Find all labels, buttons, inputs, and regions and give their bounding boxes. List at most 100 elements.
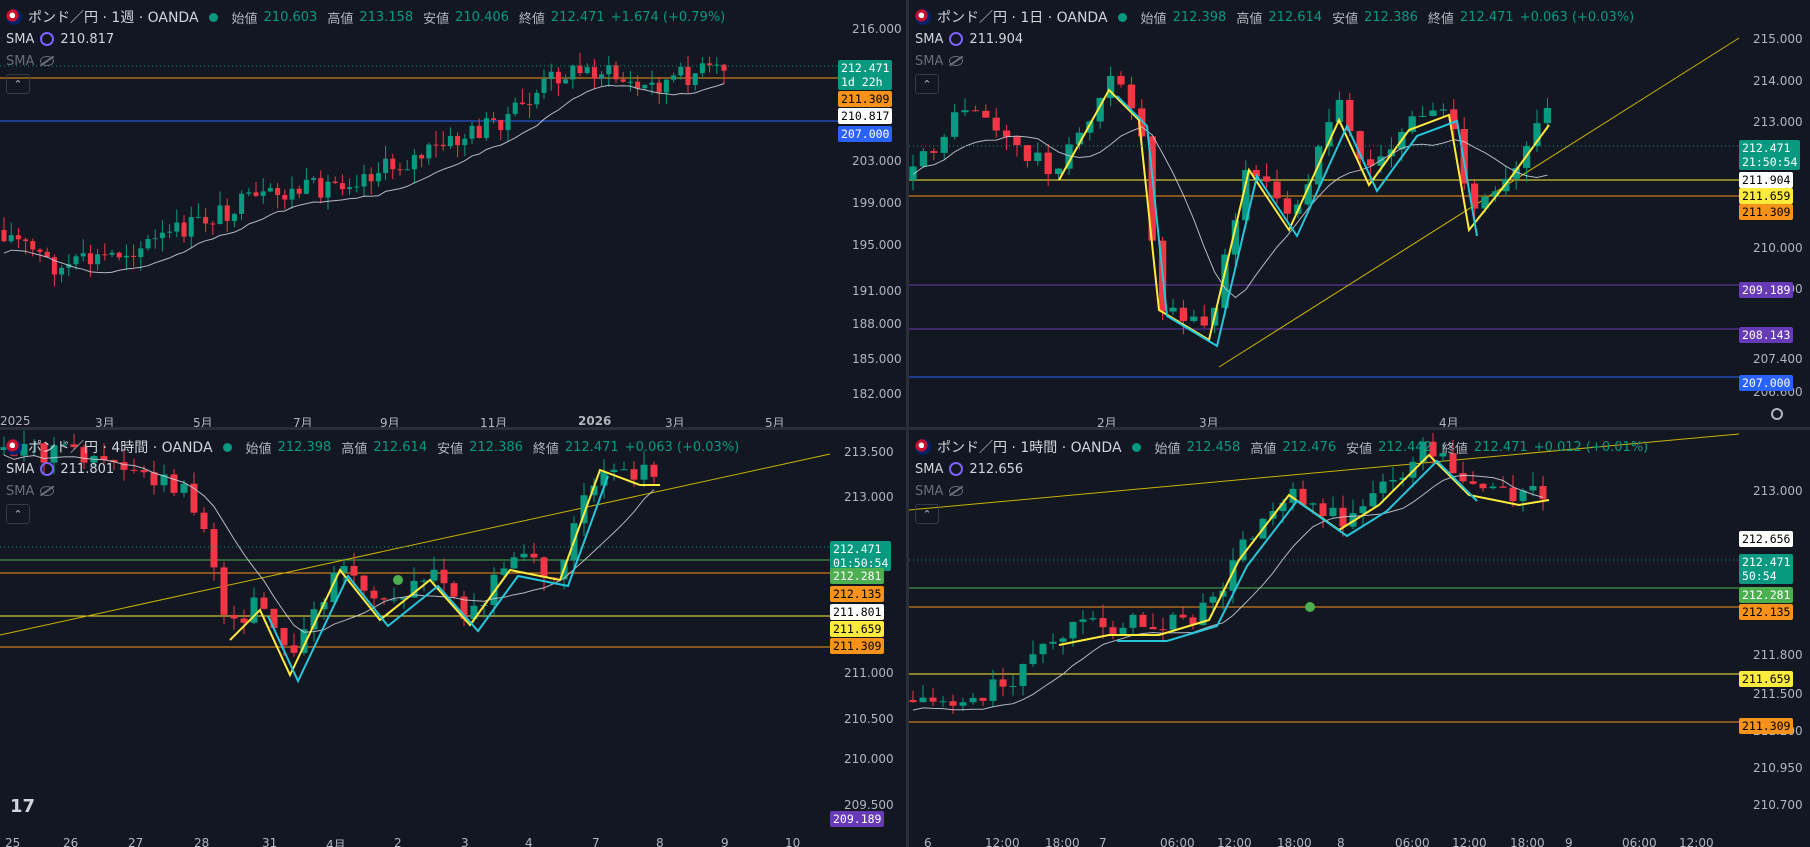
sma-settings-icon[interactable] — [949, 32, 964, 46]
candle — [332, 176, 338, 185]
candle — [1408, 110, 1416, 134]
chart-pane-weekly[interactable]: ポンド／円 · 1週 · OANDA 始値 210.603 高値 213.158 安値 21… — [0, 0, 906, 427]
candle — [73, 253, 79, 270]
x-axis-tick-label: 3月 — [95, 416, 115, 427]
ohlc-label: 安値 — [437, 441, 464, 457]
hidden-eye-icon[interactable] — [40, 486, 55, 496]
ohlc-value: 212.398 — [277, 439, 332, 455]
symbol-title[interactable]: ポンド／円 · 1日 · OANDA — [937, 10, 1108, 26]
ohlc-value: 212.442 — [1378, 439, 1432, 455]
candle — [570, 64, 576, 89]
alert-marker-icon[interactable] — [393, 575, 403, 585]
collapse-legend-button[interactable]: ⌃ — [6, 504, 30, 524]
candle — [270, 608, 278, 630]
sma-indicator-row-hidden[interactable]: SMA — [915, 50, 1634, 72]
price-axis-tag: 212.471 50:54 — [1739, 554, 1794, 584]
chart-canvas[interactable] — [0, 430, 906, 847]
chart-canvas[interactable] — [909, 0, 1810, 427]
price-axis-tag: 210.817 — [838, 108, 893, 124]
candle — [505, 106, 511, 143]
candle — [1369, 480, 1377, 510]
candle — [1470, 180, 1479, 221]
sma-settings-icon[interactable] — [40, 32, 55, 46]
symbol-title[interactable]: ポンド／円 · 1時間 · OANDA — [937, 440, 1122, 456]
candle — [160, 464, 168, 493]
symbol-title[interactable]: ポンド／円 · 1週 · OANDA — [28, 10, 199, 26]
hidden-eye-icon[interactable] — [949, 56, 964, 66]
price-tag-value: 211.659 — [1742, 672, 1791, 686]
candle — [1450, 99, 1458, 141]
candle — [1109, 620, 1117, 640]
candle — [620, 461, 628, 471]
hidden-eye-icon[interactable] — [949, 486, 964, 496]
candle — [1439, 103, 1448, 118]
price-change: +0.063 (+0.03%) — [1519, 9, 1635, 25]
symbol-title[interactable]: ポンド／円 · 4時間 · OANDA — [28, 440, 213, 456]
candle — [455, 132, 461, 158]
candle — [1519, 487, 1527, 512]
sma-indicator-row[interactable]: SMA 212.656 — [915, 458, 1648, 480]
sma-indicator-row[interactable]: SMA 210.817 — [6, 28, 725, 50]
candle — [1366, 149, 1375, 175]
y-axis-tick-label: 215.000 — [1753, 32, 1803, 46]
ohlc-value: 212.471 — [1473, 439, 1528, 455]
candle — [599, 71, 605, 87]
candle — [610, 463, 618, 481]
sma-settings-icon[interactable] — [40, 462, 55, 476]
x-axis-tick-label: 4 — [525, 836, 533, 847]
candle — [692, 73, 698, 91]
alert-marker-icon[interactable] — [1305, 602, 1315, 612]
chart-pane-1h[interactable]: ポンド／円 · 1時間 · OANDA 始値 212.458 高値 212.476 安値 2… — [909, 430, 1810, 847]
pane-divider-vertical[interactable] — [906, 0, 909, 847]
x-axis-tick-label: 12:00 — [1217, 836, 1252, 847]
candle — [510, 551, 518, 570]
chart-canvas[interactable] — [0, 0, 906, 427]
candle — [0, 436, 8, 456]
hidden-eye-icon[interactable] — [40, 56, 55, 66]
candle — [290, 633, 298, 657]
candle — [116, 251, 122, 261]
x-axis-tick-label: 12:00 — [1679, 836, 1714, 847]
sma-settings-icon[interactable] — [949, 462, 964, 476]
sma-indicator-row[interactable]: SMA 211.801 — [6, 458, 739, 480]
candle — [577, 52, 583, 77]
collapse-legend-button[interactable]: ⌃ — [915, 504, 939, 524]
candle — [253, 181, 259, 198]
candle — [181, 214, 187, 243]
chart-pane-daily[interactable]: ポンド／円 · 1日 · OANDA 始値 212.398 高値 212.614 安値 21… — [909, 0, 1810, 427]
candle — [1319, 498, 1327, 529]
candle — [200, 507, 208, 533]
settings-gear-icon[interactable] — [1771, 408, 1783, 420]
candle — [563, 74, 569, 84]
y-axis-tick-label: 213.000 — [1753, 115, 1803, 129]
candle — [1459, 461, 1467, 484]
trend-line[interactable] — [1218, 37, 1740, 368]
pane-divider-horizontal[interactable] — [0, 427, 1810, 430]
chart-canvas[interactable] — [909, 430, 1810, 847]
sma-indicator-row-hidden[interactable]: SMA — [915, 480, 1648, 502]
candle — [70, 434, 78, 450]
ohlc-value: 212.398 — [1172, 9, 1227, 25]
candle — [1249, 535, 1257, 540]
zigzag-cyan-line — [1117, 459, 1478, 642]
candle — [1509, 475, 1517, 508]
ohlc-label: 終値 — [532, 441, 559, 457]
candle — [1325, 108, 1333, 156]
collapse-legend-button[interactable]: ⌃ — [6, 74, 30, 94]
sma-indicator-row[interactable]: SMA 211.904 — [915, 28, 1634, 50]
trend-line[interactable] — [909, 433, 1740, 511]
candle — [940, 133, 948, 159]
trend-line[interactable] — [0, 453, 831, 636]
candle — [80, 239, 86, 262]
y-axis-tick-label: 213.500 — [844, 445, 894, 459]
sma-indicator-row-hidden[interactable]: SMA — [6, 480, 739, 502]
price-tag-value: 211.904 — [1742, 173, 1791, 187]
ohlc-value: 212.471 — [550, 9, 605, 25]
collapse-legend-button[interactable]: ⌃ — [915, 74, 939, 94]
ohlc-value: 212.614 — [1268, 9, 1323, 25]
candle — [325, 174, 331, 210]
candle — [260, 178, 266, 204]
chart-pane-4h[interactable]: ポンド／円 · 4時間 · OANDA 始値 212.398 高値 212.614 安値 2… — [0, 430, 906, 847]
candle — [250, 587, 258, 624]
sma-indicator-row-hidden[interactable]: SMA — [6, 50, 725, 72]
